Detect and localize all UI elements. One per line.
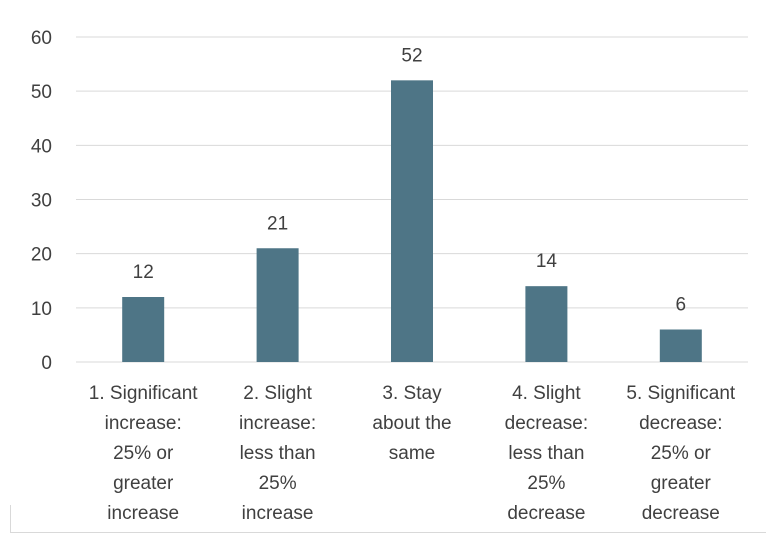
data-labels: 12 21 52 14 6 — [133, 45, 686, 315]
x-tick-label-line: 2. Slight — [243, 383, 312, 404]
x-tick-label-line: 1. Significant — [89, 383, 199, 404]
y-tick-label: 20 — [31, 245, 52, 266]
bars — [122, 80, 702, 362]
x-tick-label-line: same — [389, 443, 435, 464]
x-tick-label-line: increase: — [239, 413, 316, 434]
bar — [525, 286, 568, 362]
y-tick-label: 10 — [31, 299, 52, 320]
x-tick-label: 1. Significant increase: 25% or greater incr… — [89, 383, 199, 524]
x-tick-label: 3. Stay about the same — [372, 383, 451, 464]
y-tick-label: 30 — [31, 191, 52, 212]
x-tick-label-line: 25% or — [113, 443, 174, 464]
x-tick-label-line: less than — [240, 443, 316, 464]
x-tick-label-line: less than — [508, 443, 584, 464]
y-tick-label: 50 — [31, 82, 52, 103]
data-label: 14 — [536, 251, 558, 272]
x-tick-label: 4. Slight decrease: less than 25% decrease — [505, 383, 588, 524]
x-tick-label-line: greater — [113, 473, 174, 494]
x-axis-ticks: 1. Significant increase: 25% or greater incr… — [89, 383, 736, 524]
x-tick-label-line: 25% — [527, 473, 565, 494]
data-label: 12 — [133, 262, 154, 283]
bar — [256, 248, 299, 362]
bar — [659, 329, 702, 362]
data-label: 6 — [676, 295, 687, 316]
x-tick-label-line: 4. Slight — [512, 383, 581, 404]
x-tick-label-line: about the — [372, 413, 451, 434]
x-tick-label-line: 25% — [259, 473, 297, 494]
x-tick-label-line: decrease: — [505, 413, 588, 434]
y-tick-label: 60 — [31, 28, 52, 49]
x-tick-label-line: increase: — [105, 413, 182, 434]
x-tick-label-line: 5. Significant — [626, 383, 736, 404]
x-tick-label-line: increase — [107, 503, 179, 524]
x-tick-label: 2. Slight increase: less than 25% increase — [239, 383, 316, 524]
y-tick-label: 40 — [31, 136, 52, 157]
x-tick-label-line: 25% or — [651, 443, 712, 464]
y-tick-label: 0 — [41, 353, 52, 374]
bar — [122, 297, 165, 362]
data-label: 21 — [267, 213, 288, 234]
x-tick-label: 5. Significant decrease: 25% or greater decr… — [626, 383, 736, 524]
chart-border-bottom — [10, 532, 766, 533]
x-tick-label-line: greater — [651, 473, 712, 494]
x-tick-label-line: decrease: — [639, 413, 722, 434]
x-tick-label-line: 3. Stay — [382, 383, 442, 404]
x-tick-label-line: increase — [242, 503, 314, 524]
bar — [391, 80, 433, 362]
data-label: 52 — [401, 45, 422, 66]
y-axis-ticks: 0 10 20 30 40 50 60 — [31, 28, 52, 374]
x-tick-label-line: decrease — [507, 503, 585, 524]
chart-border-left — [10, 505, 11, 533]
x-tick-label-line: decrease — [642, 503, 720, 524]
